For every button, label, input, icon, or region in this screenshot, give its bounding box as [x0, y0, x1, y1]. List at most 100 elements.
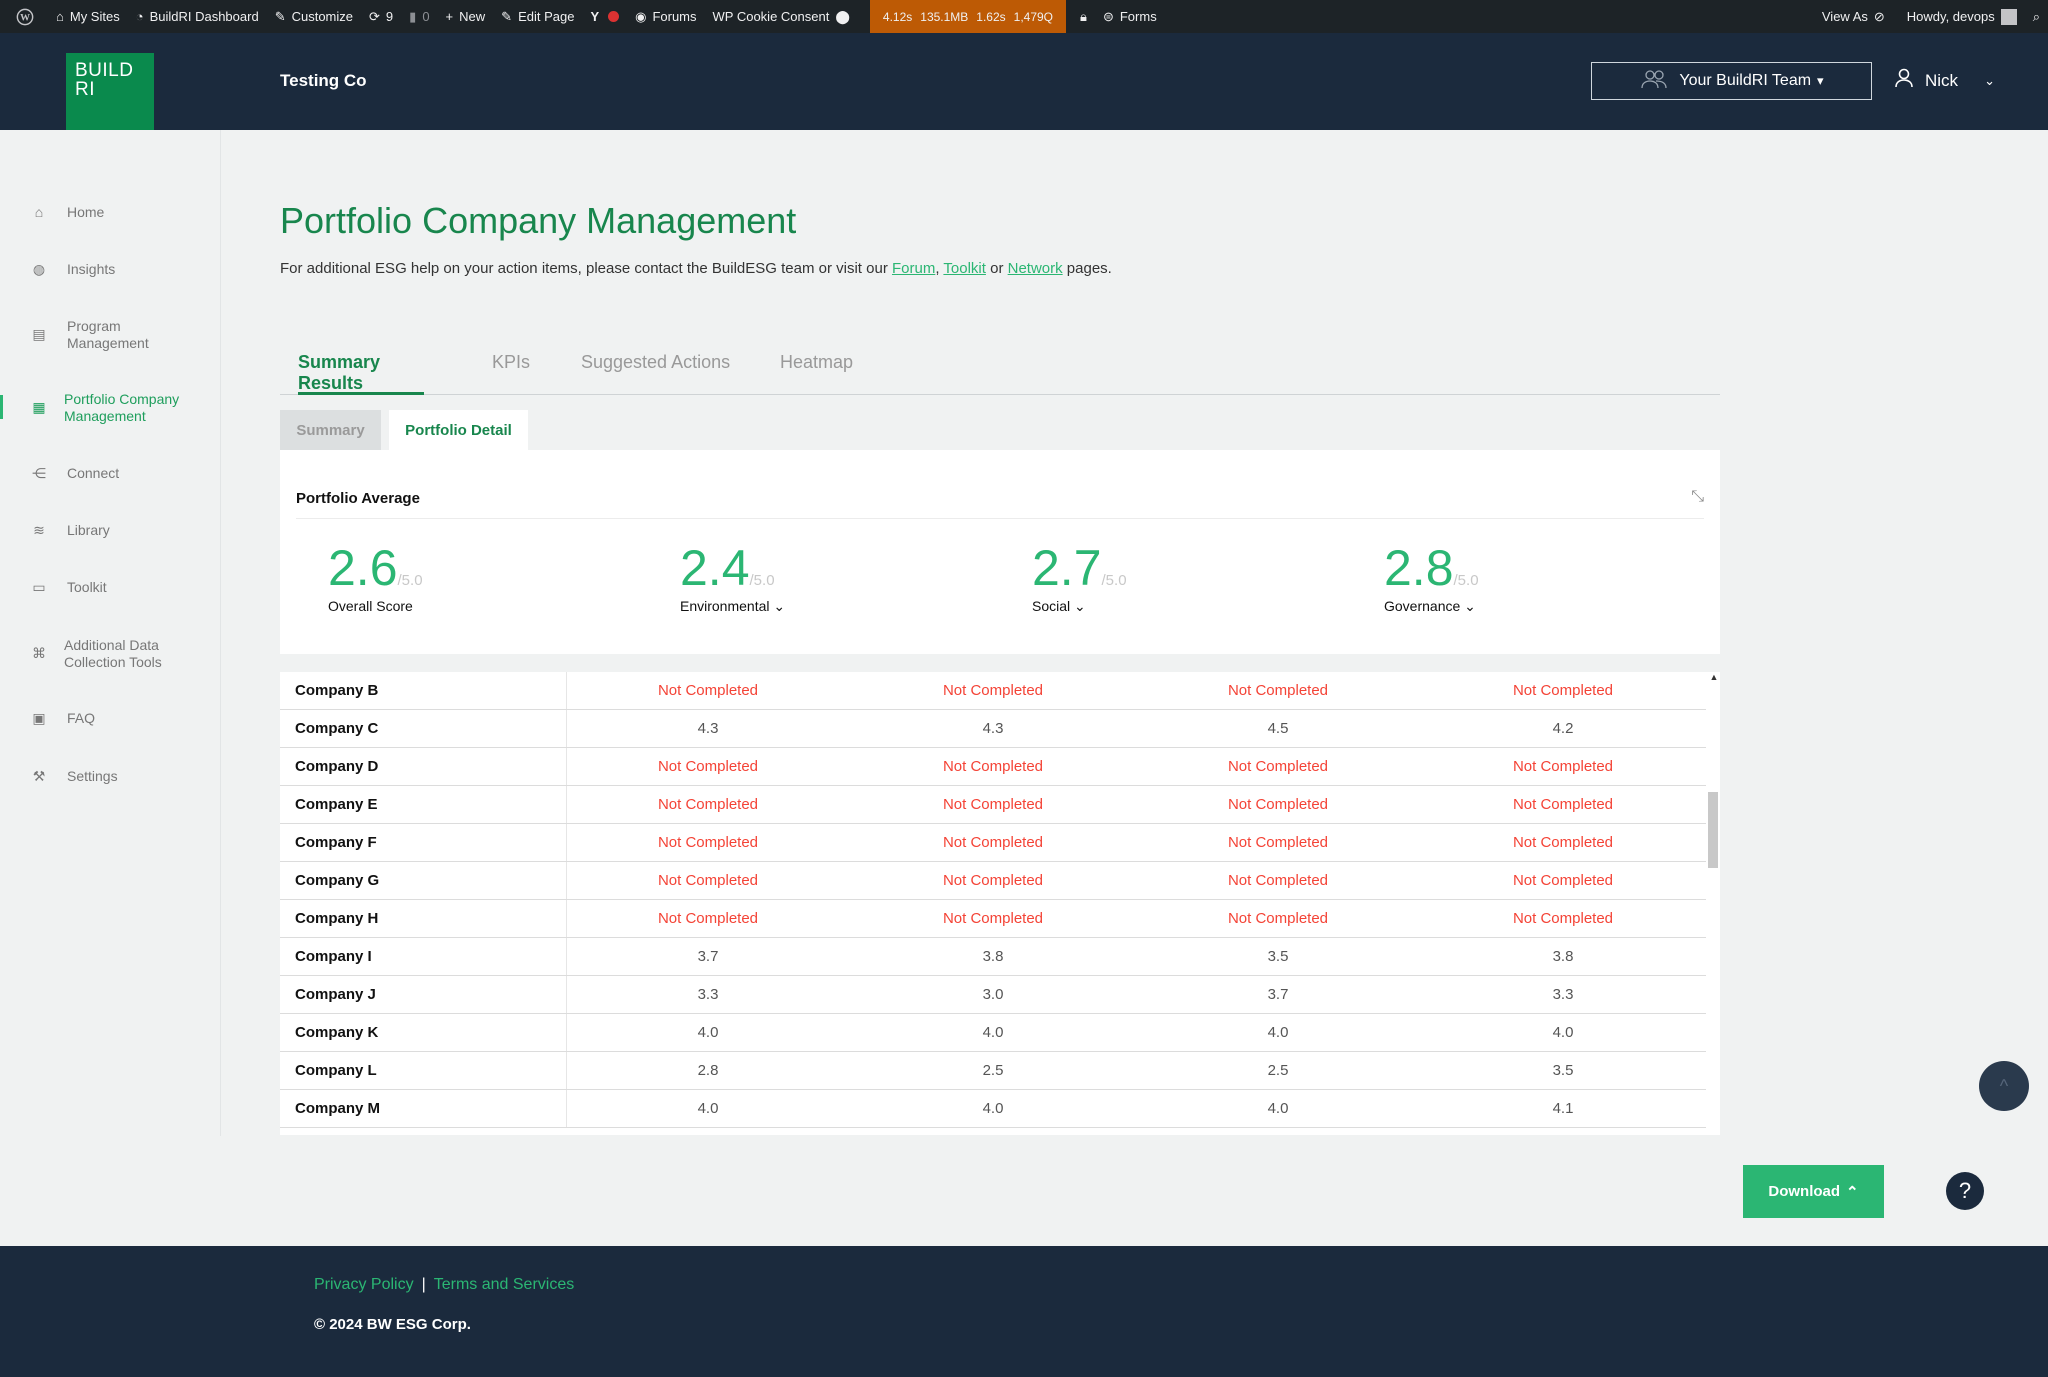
- forums-menu[interactable]: ◉ Forums: [627, 0, 704, 33]
- edit-page-link[interactable]: ✎ Edit Page: [493, 0, 582, 33]
- footer-links: Privacy Policy | Terms and Services: [314, 1276, 574, 1294]
- score-cell: Not Completed: [1512, 872, 1614, 889]
- sidebar-item-label: Home: [67, 203, 105, 220]
- chevron-down-icon: ▾: [1817, 73, 1824, 88]
- score-cell: 3.7: [697, 948, 719, 965]
- forum-link[interactable]: Forum: [891, 260, 936, 277]
- score-cell: 3.8: [982, 948, 1004, 965]
- score-cell: 3.8: [1552, 948, 1574, 965]
- subtitle-text: For additional ESG help on your action i…: [280, 260, 892, 277]
- score-cell: 4.2: [1552, 720, 1574, 737]
- team-dropdown-button[interactable]: Your BuildRI Team ▾: [1591, 62, 1872, 100]
- network-link[interactable]: Network: [1007, 260, 1063, 277]
- forms-menu[interactable]: ⊜ Forms: [1095, 0, 1165, 33]
- customize-link[interactable]: ✎ Customize: [267, 0, 361, 33]
- column-divider: [566, 976, 567, 1013]
- globe-icon: ◍: [32, 260, 46, 277]
- subtitle-comma: ,: [935, 260, 940, 277]
- score-cell: Not Completed: [1512, 682, 1614, 699]
- score-cell: 4.0: [1267, 1100, 1289, 1117]
- yoast-menu[interactable]: Y: [582, 0, 627, 33]
- tab-summary-results[interactable]: Summary Results: [298, 340, 424, 395]
- privacy-policy-link[interactable]: Privacy Policy: [314, 1276, 414, 1293]
- score-cell: 4.3: [982, 720, 1004, 737]
- comments-link[interactable]: ▮ 0: [401, 0, 437, 33]
- score-cell: Not Completed: [942, 758, 1044, 775]
- overall-score-label: Overall Score: [328, 598, 413, 614]
- table-row: Company F Not Completed Not Completed Not C…: [280, 824, 1706, 862]
- my-sites-menu[interactable]: ⌂ My Sites: [48, 0, 128, 33]
- score-cell: 3.7: [1267, 986, 1289, 1003]
- user-name: Nick: [1925, 70, 1959, 90]
- toolkit-link[interactable]: Toolkit: [943, 260, 986, 277]
- table-row: Company I 3.7 3.8 3.5 3.8: [280, 938, 1706, 976]
- environmental-dropdown[interactable]: Environmental ⌄: [680, 598, 785, 615]
- results-tabs: Summary Results KPIs Suggested Actions H…: [280, 340, 1720, 395]
- score-cell: 2.8: [697, 1062, 719, 1079]
- account-menu[interactable]: Howdy, devops: [1899, 0, 2025, 33]
- score-cell: 4.0: [1267, 1024, 1289, 1041]
- cookie-consent-menu[interactable]: WP Cookie Consent ⬤: [705, 0, 864, 33]
- table-row: Company G Not Completed Not Completed Not C…: [280, 862, 1706, 900]
- subtab-portfolio-detail[interactable]: Portfolio Detail: [389, 410, 528, 450]
- score-cell: 3.5: [1552, 1062, 1574, 1079]
- table-scrollbar[interactable]: [1708, 672, 1720, 1135]
- lock-icon: 🔒︎: [1080, 8, 1087, 24]
- toolkit-icon: ▭: [32, 578, 46, 595]
- company-name-cell: Company M: [295, 1100, 381, 1117]
- company-name-cell: Company E: [295, 796, 378, 813]
- cookie-consent-label: WP Cookie Consent: [712, 9, 830, 24]
- terms-link[interactable]: Terms and Services: [433, 1276, 575, 1293]
- social-label: Social: [1032, 598, 1071, 614]
- tab-suggested-actions[interactable]: Suggested Actions: [581, 352, 731, 372]
- scroll-up-icon[interactable]: ▲: [1709, 672, 1719, 682]
- query-monitor-stats[interactable]: 4.12s 135.1MB 1.62s 1,479Q: [869, 0, 1067, 33]
- wrench-icon: ⚒: [32, 767, 46, 784]
- tab-heatmap[interactable]: Heatmap: [780, 352, 854, 372]
- wordpress-logo-icon[interactable]: W: [8, 0, 48, 33]
- footer-divider: |: [421, 1276, 426, 1293]
- portfolio-detail-table[interactable]: Company B Not Completed Not Completed Not C…: [280, 672, 1720, 1135]
- help-button[interactable]: ?: [1946, 1172, 1984, 1210]
- dashboard-menu[interactable]: ◔ BuildRI Dashboard: [128, 0, 267, 33]
- app-header: BUILD RI Testing Co Your BuildRI Team ▾ …: [0, 33, 2048, 140]
- company-name-cell: Company G: [295, 872, 380, 889]
- governance-stat: 2.8/5.0 Governance ⌄: [1384, 540, 1479, 615]
- score-cell: 4.0: [697, 1024, 719, 1041]
- social-dropdown[interactable]: Social ⌄: [1032, 598, 1127, 615]
- download-button[interactable]: Download ⌃: [1743, 1165, 1884, 1218]
- user-menu[interactable]: Nick ⌄: [1895, 68, 1995, 93]
- tab-kpis[interactable]: KPIs: [492, 352, 531, 372]
- lock-menu[interactable]: 🔒︎: [1072, 0, 1095, 33]
- buildri-logo[interactable]: BUILD RI: [66, 53, 154, 140]
- column-divider: [566, 1090, 567, 1127]
- admin-search[interactable]: ⌕: [2025, 0, 2048, 33]
- social-stat: 2.7/5.0 Social ⌄: [1032, 540, 1127, 615]
- overall-score-stat: 2.6/5.0 Overall Score: [328, 540, 423, 614]
- caret-up-icon: ^: [1999, 1075, 2009, 1096]
- scrollbar-thumb[interactable]: [1708, 792, 1718, 868]
- chevron-down-icon: ⌄: [1984, 72, 1995, 88]
- table-row: Company L 2.8 2.5 2.5 3.5: [280, 1052, 1706, 1090]
- perf-time: 4.12s: [882, 9, 913, 24]
- view-as-menu[interactable]: View As ⊘: [1814, 0, 1899, 33]
- faq-icon: ▣: [32, 709, 46, 726]
- edit-page-label: Edit Page: [518, 9, 575, 24]
- table-row: Company B Not Completed Not Completed Not C…: [280, 672, 1706, 710]
- governance-dropdown[interactable]: Governance ⌄: [1384, 598, 1479, 615]
- pencil-icon: ✎: [501, 8, 513, 24]
- new-label: New: [459, 9, 486, 24]
- my-sites-label: My Sites: [69, 9, 120, 24]
- svg-text:W: W: [20, 12, 30, 23]
- subtab-summary[interactable]: Summary: [280, 410, 381, 450]
- updates-link[interactable]: ⟳ 9: [361, 0, 401, 33]
- new-content-menu[interactable]: + New: [438, 0, 494, 33]
- sidebar: ⌂ Home ◍ Insights ▤ Program Management ▦…: [0, 130, 221, 1136]
- subtitle-end: pages.: [1062, 260, 1112, 277]
- score-cell: Not Completed: [657, 682, 759, 699]
- scroll-to-top-button[interactable]: ^: [1979, 1061, 2029, 1111]
- collapse-icon[interactable]: ⤡: [1691, 488, 1704, 505]
- score-cell: 4.3: [697, 720, 719, 737]
- score-cell: 4.0: [982, 1100, 1004, 1117]
- environmental-value: 2.4: [680, 540, 750, 596]
